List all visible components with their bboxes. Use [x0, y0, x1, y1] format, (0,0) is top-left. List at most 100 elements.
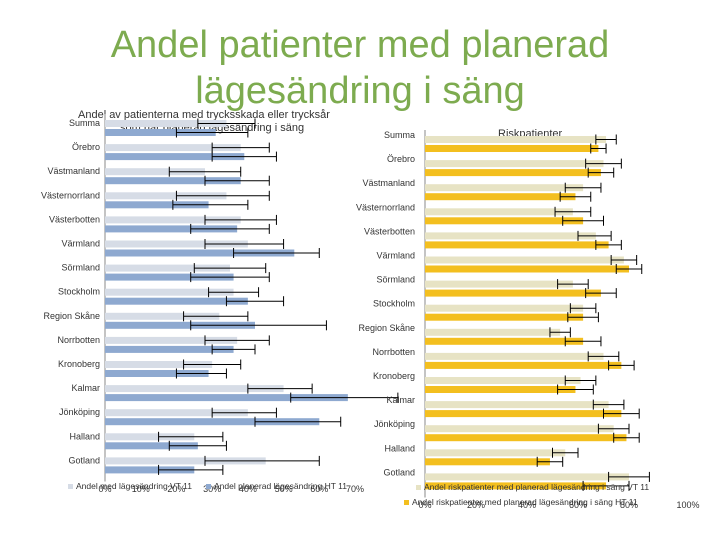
- chart2-category-label: Kalmar: [386, 395, 415, 405]
- chart1-category-label: Värmland: [61, 239, 100, 249]
- chart2-bar: [425, 328, 561, 336]
- chart1-bar: [105, 321, 255, 329]
- chart1-bar: [105, 336, 238, 344]
- chart1-bar: [105, 370, 209, 377]
- chart1-category-label: Halland: [69, 431, 100, 441]
- chart2-bar: [425, 482, 607, 490]
- chart1-tick-label: 50%: [275, 484, 293, 494]
- chart2-tick-label: 80%: [620, 500, 638, 510]
- chart1-bar: [105, 288, 234, 296]
- chart1-bar: [105, 144, 241, 152]
- chart2-bar: [425, 473, 629, 481]
- chart2-category-label: Halland: [384, 443, 415, 453]
- chart1-bar: [105, 192, 227, 200]
- chart1-title-line-1: Andel av patienterna med trycksskada ell…: [78, 109, 330, 121]
- chart1-tick-label: 40%: [239, 484, 257, 494]
- chart2-category-label: Västmanland: [362, 178, 415, 188]
- chart2-bar: [425, 160, 604, 168]
- chart1-bar: [105, 345, 234, 353]
- chart1-bar: [105, 264, 230, 272]
- chart2-bar: [425, 280, 573, 288]
- chart2-bar: [425, 410, 622, 418]
- chart1-category-label: Region Skåne: [43, 311, 100, 321]
- chart2-bar: [425, 217, 584, 225]
- chart2-category-label: Västerbotten: [364, 226, 415, 236]
- chart1-bar: [105, 120, 227, 127]
- chart2-bar: [425, 449, 566, 457]
- chart2-bar: [425, 313, 584, 321]
- chart2-legend-swatch: [404, 500, 409, 505]
- slide-title: Andel patienter med planerad lägesändrin…: [0, 22, 720, 114]
- chart1-bar: [105, 168, 205, 176]
- chart1-tick-label: 70%: [346, 484, 364, 494]
- chart2-category-label: Värmland: [376, 251, 415, 261]
- chart2-bar: [425, 241, 609, 249]
- chart2-tick-label: 40%: [518, 500, 536, 510]
- chart2-bar: [425, 208, 573, 216]
- chart1-category-label: Gotland: [68, 455, 100, 465]
- chart2-bar: [425, 145, 599, 152]
- chart1-tick-label: 20%: [167, 484, 185, 494]
- chart2-legend-swatch: [416, 485, 421, 490]
- chart2-category-label: Gotland: [383, 467, 415, 477]
- chart1-bar: [105, 249, 295, 257]
- chart2-bar: [425, 377, 581, 384]
- chart1-bar: [105, 433, 195, 441]
- chart1-category-label: Västmanland: [47, 166, 100, 176]
- chart2-bar: [425, 136, 607, 143]
- chart1-category-label: Sörmland: [61, 263, 100, 273]
- chart1-tick-label: 10%: [132, 484, 150, 494]
- chart2-category-label: Region Skåne: [358, 323, 415, 333]
- chart1-bar: [105, 394, 348, 402]
- chart2-bar: [425, 401, 609, 409]
- chart1-bar: [105, 385, 284, 393]
- chart2-category-label: Stockholm: [373, 299, 415, 309]
- chart1-bar: [105, 466, 195, 474]
- chart2-bar: [425, 289, 601, 297]
- chart1-legend-swatch: [206, 484, 211, 489]
- chart1-bar: [105, 225, 238, 233]
- chart1-legend-label: Andel planerad lägesändring HT 11: [214, 481, 347, 491]
- chart1-category-label: Västerbotten: [49, 214, 100, 224]
- chart1-category-label: Kronoberg: [58, 359, 100, 369]
- chart1-bar: [105, 129, 216, 136]
- chart1-bar: [105, 418, 320, 426]
- chart2-bar: [425, 352, 604, 360]
- slide-title-line-2: lägesändring i säng: [195, 70, 525, 112]
- chart1-category-label: Örebro: [72, 142, 100, 152]
- chart1-category-label: Summa: [69, 118, 100, 128]
- chart2-bar: [425, 304, 584, 312]
- chart2-bar: [425, 434, 627, 442]
- chart2-legend-label: Andel riskpatienter med planerad lägesän…: [412, 497, 638, 507]
- chart2-category-label: Summa: [384, 130, 415, 140]
- chart1-bar: [105, 240, 248, 248]
- chart1-legend-label: Andel med lägesändring VT 11: [76, 481, 192, 491]
- chart1-bar: [105, 312, 220, 320]
- chart2-bar: [425, 193, 576, 201]
- chart2-tick-label: 20%: [467, 500, 485, 510]
- chart1-tick-label: 30%: [203, 484, 221, 494]
- chart1-bar: [105, 201, 209, 209]
- chart1-bar: [105, 273, 234, 281]
- chart2-bar: [425, 361, 622, 369]
- chart2-category-label: Sörmland: [376, 275, 415, 285]
- chart2-bar: [425, 386, 576, 393]
- chart1-bar: [105, 442, 198, 450]
- chart2-category-label: Örebro: [387, 154, 415, 164]
- chart2-tick-label: 60%: [569, 500, 587, 510]
- chart1-category-label: Stockholm: [58, 287, 100, 297]
- chart2-tick-label: 100%: [676, 500, 699, 510]
- chart2-category-label: Kronoberg: [373, 371, 415, 381]
- chart2-bar: [425, 458, 550, 466]
- chart1-bar: [105, 177, 241, 185]
- chart1-bar: [105, 153, 245, 161]
- slide-title-line-1: Andel patienter med planerad: [110, 24, 610, 66]
- chart1-bar: [105, 457, 266, 465]
- chart2-category-label: Norrbotten: [372, 347, 415, 357]
- chart1-category-label: Västernorrland: [41, 190, 100, 200]
- chart1-category-label: Kalmar: [71, 383, 100, 393]
- chart2-bar: [425, 232, 596, 240]
- chart2-bar: [425, 169, 601, 177]
- chart1-legend-swatch: [68, 484, 73, 489]
